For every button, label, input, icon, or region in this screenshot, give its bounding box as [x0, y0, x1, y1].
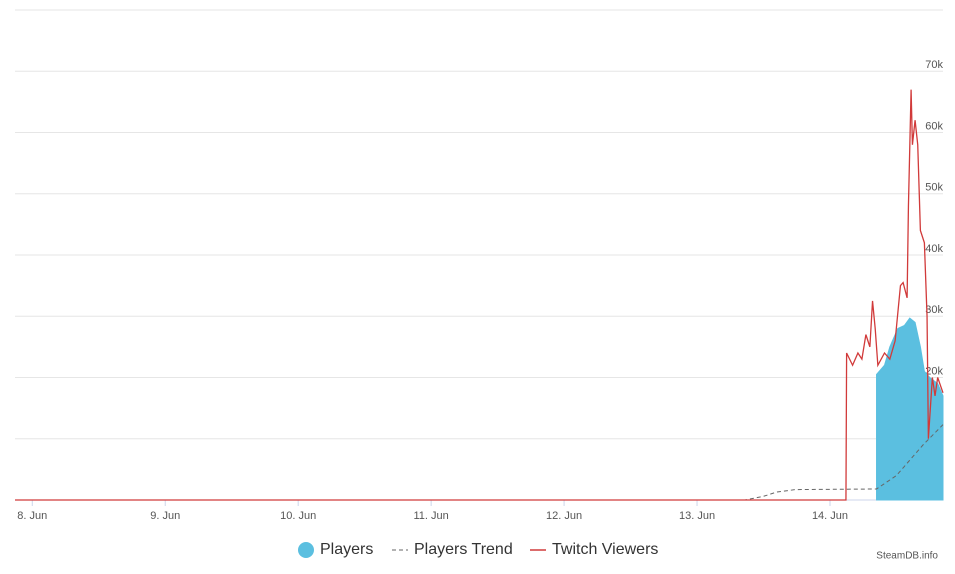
players-area: [876, 317, 944, 501]
y-tick-label: 30k: [925, 304, 943, 316]
series-line: [15, 89, 944, 501]
y-tick-label: 40k: [925, 243, 943, 255]
legend-label: Twitch Viewers: [552, 541, 658, 558]
legend-label: Players: [320, 541, 373, 558]
legend-symbol: [298, 542, 314, 558]
legend-label: Players Trend: [414, 541, 513, 558]
x-tick-label: 9. Jun: [150, 510, 180, 522]
y-tick-label: 50k: [925, 182, 943, 194]
y-tick-label: 20k: [925, 365, 943, 377]
x-tick-label: 12. Jun: [546, 510, 582, 522]
x-tick-label: 14. Jun: [812, 510, 848, 522]
x-tick-label: 11. Jun: [413, 510, 448, 522]
trend-line: [15, 424, 944, 501]
x-tick-label: 10. Jun: [280, 510, 316, 522]
credit: SteamDB.info: [876, 551, 938, 562]
x-tick-label: 13. Jun: [679, 510, 715, 522]
y-tick-label: 60k: [925, 120, 943, 132]
y-tick-label: 70k: [925, 59, 943, 71]
x-tick-label: 8. Jun: [17, 510, 47, 522]
